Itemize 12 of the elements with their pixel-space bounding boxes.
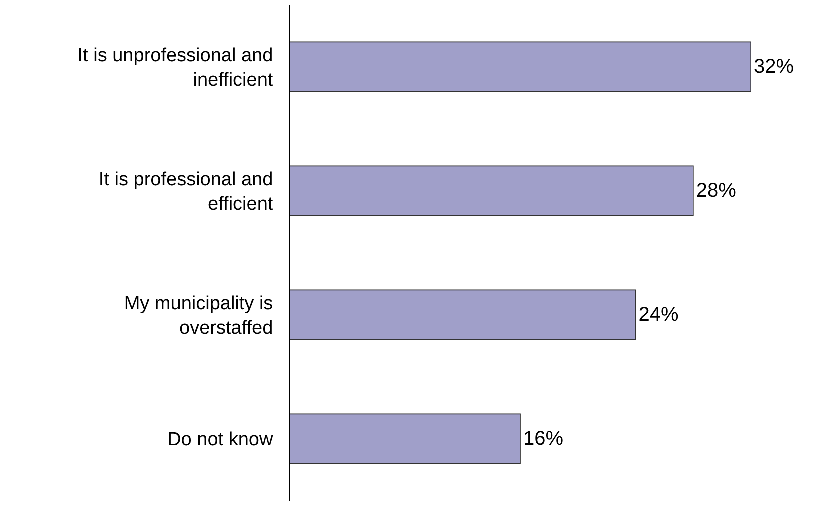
bar (290, 166, 694, 216)
data-label: 16% (524, 428, 564, 450)
data-label: 24% (638, 304, 680, 326)
bar (290, 42, 752, 92)
bar (290, 290, 636, 340)
y-tick-label: My municipality is overstaffed (124, 293, 274, 339)
bar (290, 414, 521, 464)
y-tick-label: It is unprofessional and inefficient (78, 45, 274, 91)
y-tick-label: Do not know (168, 430, 274, 451)
data-label: 28% (696, 180, 737, 202)
y-tick-label: It is professional and efficient (98, 169, 274, 215)
data-label: 32% (754, 56, 794, 78)
